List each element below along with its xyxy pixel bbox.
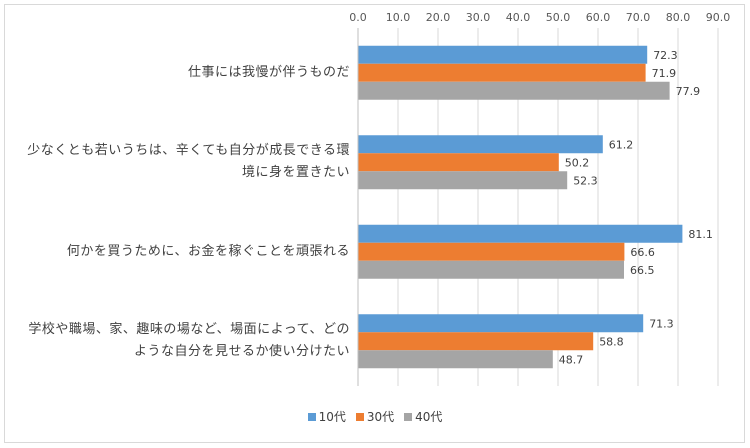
data-label: 66.5 — [630, 264, 655, 277]
x-tick-label: 50.0 — [546, 11, 571, 24]
category-label-line: 少なくとも若いうちは、辛くても自分が成長できる環 — [27, 143, 350, 159]
legend-label: 30代 — [366, 410, 395, 424]
data-label: 81.1 — [688, 228, 713, 241]
data-label: 52.3 — [573, 174, 598, 187]
category-label-line: 学校や職場、家、趣味の場など、場面によって、どの — [28, 322, 350, 338]
data-label: 72.3 — [653, 49, 678, 62]
bar — [358, 224, 683, 243]
legend-item: 30代 — [355, 408, 395, 425]
category-label: 学校や職場、家、趣味の場など、場面によって、どのような自分を見せるか使い分けたい — [20, 319, 350, 363]
x-tick-label: 90.0 — [706, 11, 731, 24]
bar — [358, 153, 559, 172]
bar — [358, 314, 644, 333]
legend: 10代 30代 40代 — [0, 408, 750, 425]
bar — [358, 171, 568, 190]
category-label-line: ような自分を見せるか使い分けたい — [133, 344, 350, 360]
legend-swatch — [355, 413, 364, 421]
bar — [358, 135, 603, 154]
legend-item: 10代 — [307, 408, 346, 425]
bar — [358, 45, 648, 64]
bar — [358, 332, 594, 351]
category-label: 少なくとも若いうちは、辛くても自分が成長できる環境に身を置きたい — [20, 140, 350, 184]
category-label-line: 何かを買うために、お金を稼ぐことを頑張れる — [66, 243, 350, 259]
data-label: 48.7 — [559, 353, 584, 366]
bar — [358, 81, 670, 100]
x-tick-label: 40.0 — [506, 11, 531, 24]
data-labels: 72.3 71.9 77.9 61.2 50.2 52.3 81.1 66.6 66.5 71.3… — [559, 49, 713, 367]
data-label: 61.2 — [609, 138, 634, 151]
x-tick-label: 80.0 — [666, 11, 691, 24]
x-tick-label: 20.0 — [426, 11, 451, 24]
x-axis-ticks: 0.0 10.0 20.0 30.0 40.0 50.0 60.0 70.0 80.0 90.0 — [349, 11, 730, 24]
bar — [358, 242, 625, 261]
bars — [358, 45, 683, 369]
category-label-line: 仕事には我慢が伴うものだ — [187, 64, 350, 80]
data-label: 66.6 — [630, 246, 655, 259]
legend-swatch — [404, 413, 413, 421]
data-label: 71.3 — [649, 317, 674, 330]
x-tick-label: 0.0 — [349, 11, 367, 24]
bar — [358, 260, 624, 279]
data-label: 58.8 — [599, 335, 624, 348]
data-label: 77.9 — [676, 85, 701, 98]
legend-item: 40代 — [404, 408, 442, 425]
legend-label: 10代 — [318, 410, 346, 424]
category-label-line: 境に身を置きたい — [241, 165, 350, 181]
x-tick-label: 60.0 — [586, 11, 611, 24]
x-tick-label: 30.0 — [466, 11, 491, 24]
x-tick-label: 70.0 — [626, 11, 651, 24]
data-label: 50.2 — [565, 156, 590, 169]
bar — [358, 350, 553, 369]
bar — [358, 63, 646, 82]
category-label: 何かを買うために、お金を稼ぐことを頑張れる — [20, 241, 350, 263]
x-tick-label: 10.0 — [386, 11, 411, 24]
data-label: 71.9 — [652, 67, 677, 80]
legend-label: 40代 — [415, 410, 443, 424]
category-label: 仕事には我慢が伴うものだ — [20, 62, 350, 84]
legend-swatch — [307, 413, 316, 421]
